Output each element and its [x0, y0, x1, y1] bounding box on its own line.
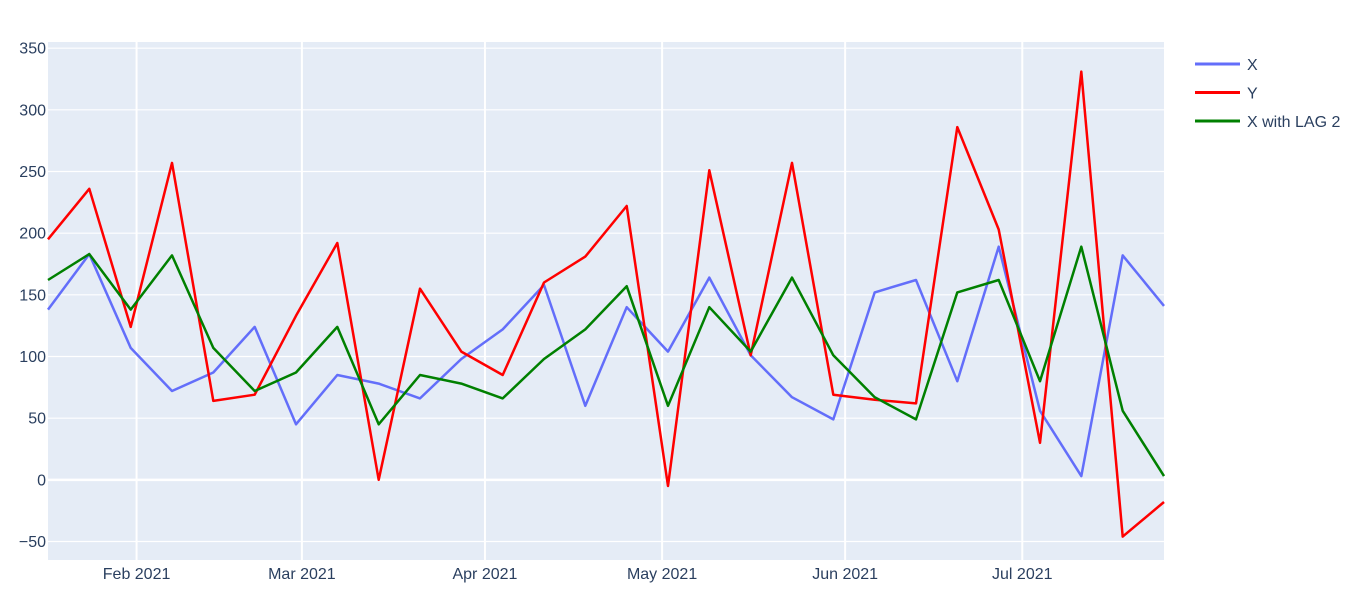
y-tick-label: 100 — [19, 349, 46, 366]
x-tick-label: Feb 2021 — [103, 566, 171, 583]
y-tick-label: 50 — [28, 411, 46, 428]
legend-item-0[interactable]: X — [1195, 57, 1258, 74]
y-gridlines — [48, 47, 1164, 543]
legend-item-2[interactable]: X with LAG 2 — [1195, 114, 1340, 131]
y-tick-label: 150 — [19, 287, 46, 304]
series-line-1 — [47, 70, 1165, 538]
series-layer — [46, 70, 1166, 538]
x-tick-label: Jul 2021 — [992, 566, 1053, 583]
x-tick-label: Jun 2021 — [812, 566, 878, 583]
x-gridlines — [135, 42, 1024, 560]
series-line-0 — [46, 245, 1165, 478]
y-tick-label: 200 — [19, 226, 46, 243]
legend-label: X with LAG 2 — [1247, 114, 1340, 131]
x-axis-ticks: Feb 2021 Mar 2021 Apr 2021 May 2021 Jun 2021… — [103, 566, 1053, 583]
legend-label: X — [1247, 57, 1258, 74]
y-tick-label: −50 — [19, 534, 46, 551]
legend-label: Y — [1247, 86, 1258, 103]
y-tick-label: 300 — [19, 102, 46, 119]
legend-item-1[interactable]: Y — [1195, 86, 1258, 103]
series-line-2 — [47, 245, 1166, 477]
x-tick-label: Apr 2021 — [452, 566, 517, 583]
legend[interactable]: XY X with LAG 2 — [1195, 57, 1340, 131]
x-tick-label: May 2021 — [627, 566, 697, 583]
y-axis-ticks: −50 0 50 100 150 200 250 300 350 — [19, 41, 46, 551]
y-tick-label: 250 — [19, 164, 46, 181]
y-tick-label: 0 — [37, 472, 46, 489]
y-tick-label: 350 — [19, 41, 46, 58]
plot-background — [48, 42, 1164, 560]
x-tick-label: Mar 2021 — [268, 566, 336, 583]
